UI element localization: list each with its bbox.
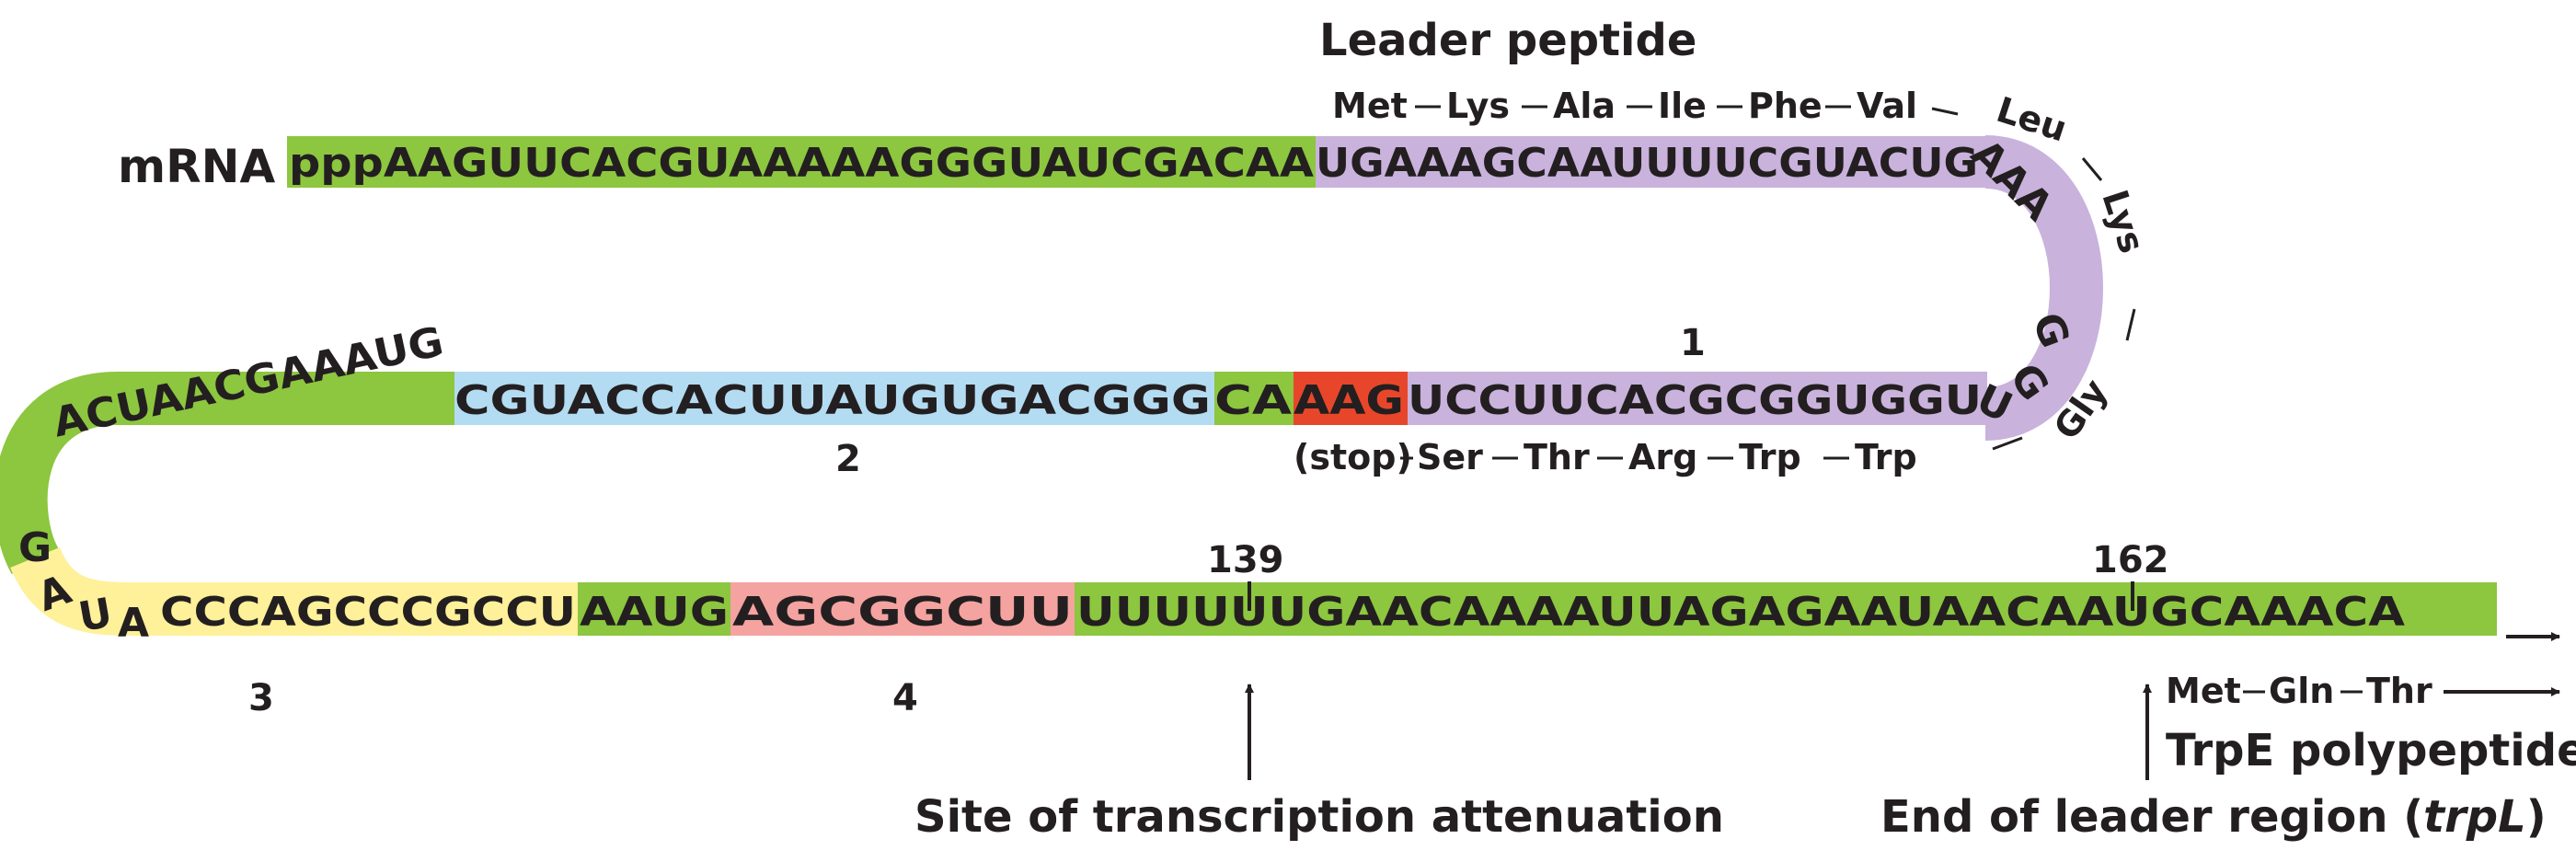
band-green-left [116, 372, 454, 425]
aa-ile: Ile [1658, 86, 1707, 126]
row3-seq-region4: AGCGGCUU [732, 589, 1073, 636]
turn2-a2: A [118, 600, 149, 647]
aa-thr: Thr [1524, 437, 1590, 477]
aa-stop: (stop) [1294, 437, 1412, 477]
aa-lys-curve: Lys [2094, 185, 2152, 258]
aa-val: Val [1857, 86, 1917, 126]
region-label-1: 1 [1680, 322, 1706, 364]
band-turn-right [1983, 135, 2103, 441]
leader-peptide-title: Leader peptide [1319, 15, 1696, 66]
aa-lys: Lys [1446, 86, 1510, 126]
aa-ala: Ala [1553, 86, 1616, 126]
region-label-3: 3 [248, 677, 274, 719]
position-139: 139 [1207, 539, 1284, 581]
aa-trp2: Trp [1855, 437, 1917, 477]
aa-trp1: Trp [1739, 437, 1801, 477]
band-stop-red [1292, 372, 1408, 425]
row2-seq-stop: AAG [1294, 377, 1404, 424]
aa-phe: Phe [1748, 86, 1823, 126]
mrna-bands [0, 135, 2497, 636]
band-region4-pink [730, 582, 1076, 636]
aa-trpe-thr: Thr [2366, 671, 2432, 711]
aa-met: Met [1332, 86, 1408, 126]
attenuation-label: Site of transcription attenuation [914, 791, 1724, 843]
band-turn-left-yellow [10, 546, 135, 636]
trpe-peptide: Met Gln Thr [2166, 671, 2560, 711]
turn2-g: G [18, 524, 52, 571]
row2-seq-ca: CA [1214, 377, 1292, 424]
aa-arg: Arg [1628, 437, 1697, 477]
band-green-aaug [578, 582, 732, 636]
peptide-row1: Met Lys Ala Ile Phe Val [1332, 86, 1959, 126]
band-region2-blue [453, 372, 1214, 425]
band-region1-lower [1406, 372, 1987, 425]
row2-seq-region1-lower: UCCUUCACGCGGUGGU [1408, 377, 1982, 424]
region-label-4: 4 [892, 677, 918, 719]
row3-seq-region3: CCCAGCCCGCCU [160, 589, 576, 636]
row3-seq-3prime: UUUUUUGAACAAAAUUAGAGAAUAACAAUGCAAACA [1076, 589, 2405, 636]
peptide-row2: (stop) Ser Thr Arg Trp Trp [1294, 437, 1917, 477]
band-turn-left-green [0, 372, 120, 575]
band-region1-lavender [1316, 136, 1987, 188]
row2-seq-region2: CGUACCACUUAUGUGACGGG [454, 377, 1211, 424]
band-green-mid [1213, 372, 1294, 425]
turn2-u: U [75, 590, 116, 641]
end-leader-label: End of leader region (trpL) [1880, 791, 2547, 843]
aa-ser: Ser [1417, 437, 1483, 477]
aa-trpe-gln: Gln [2269, 671, 2334, 711]
band-5prime-green [287, 136, 1317, 188]
mrna-label: mRNA [118, 140, 275, 193]
trpe-polypeptide-label: TrpE polypeptide [2166, 725, 2576, 776]
aa-trpe-met: Met [2166, 671, 2241, 711]
region-label-2: 2 [835, 438, 861, 480]
band-3prime-green [1075, 582, 2497, 636]
position-162: 162 [2092, 539, 2169, 581]
row3-seq-aaug: AAUG [580, 589, 729, 636]
row1-seq-5prime: pppAAGUUCACGUAAAAAGGGUAUCGACAA [289, 140, 1314, 187]
row1-seq-region1: UGAAAGCAAUUUUCGUACUG [1316, 140, 1978, 187]
band-region3-yellow [131, 582, 580, 636]
